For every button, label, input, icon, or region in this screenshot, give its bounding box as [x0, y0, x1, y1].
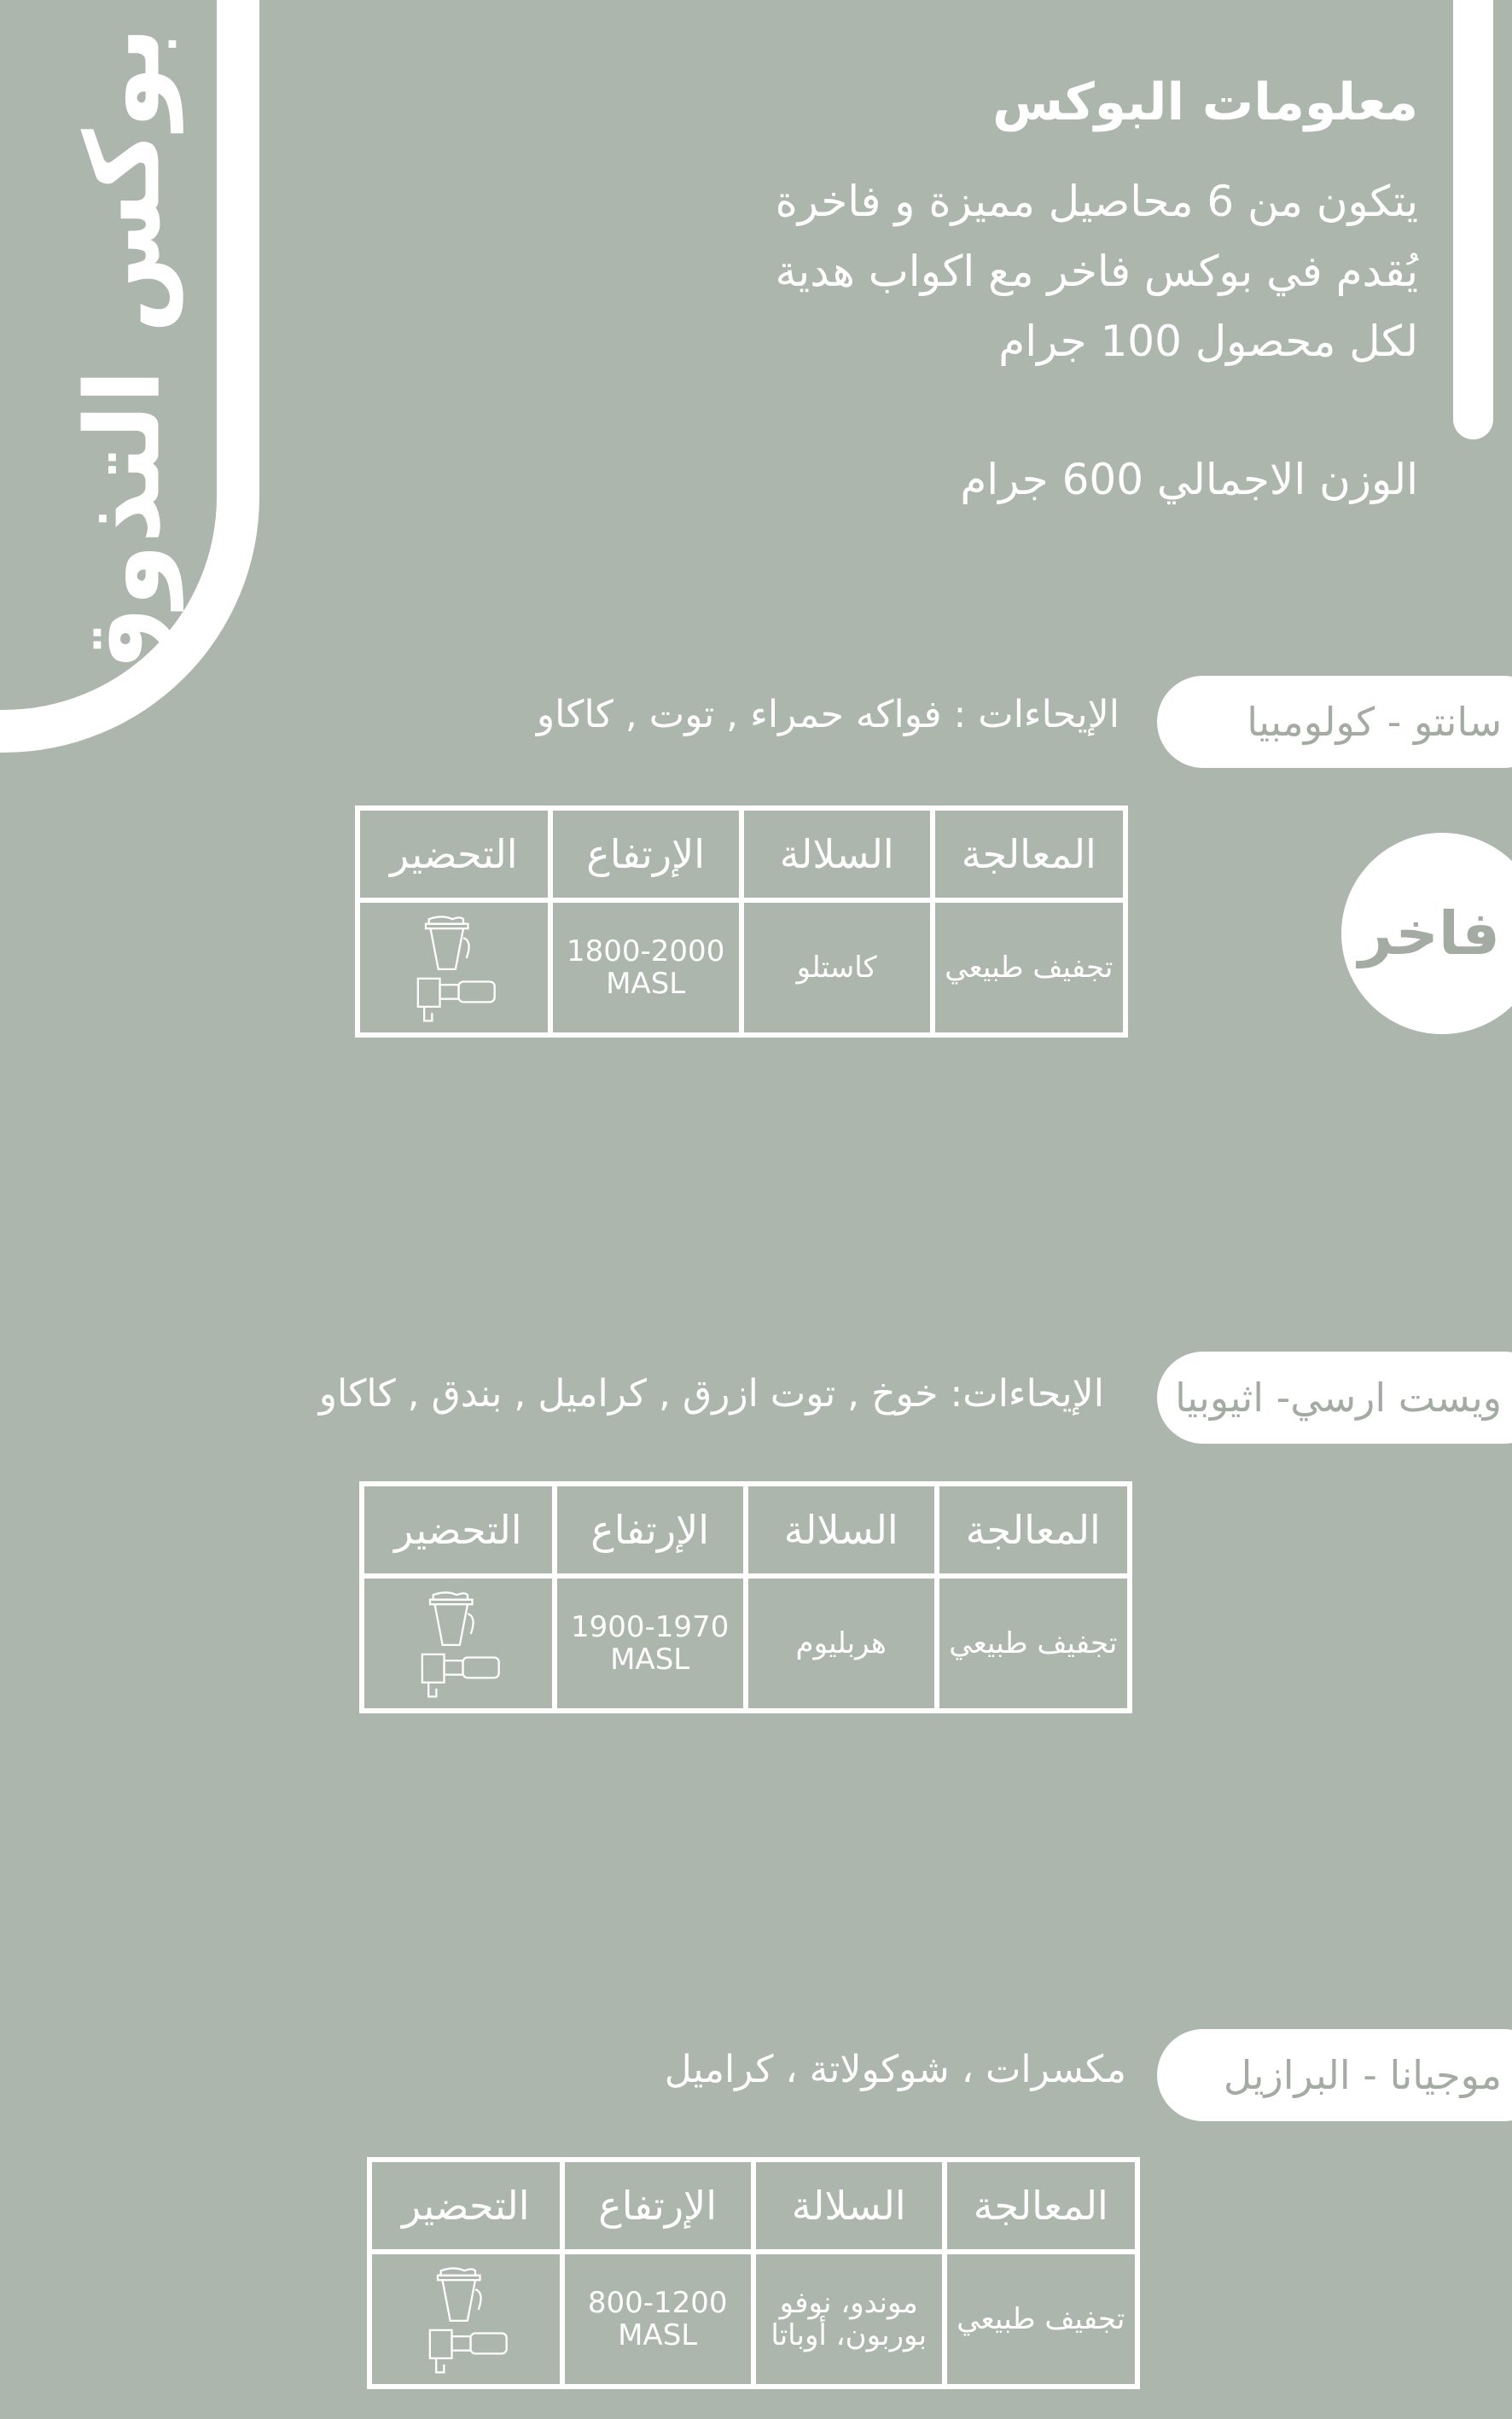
- variety-cell: كاستلو: [738, 898, 935, 1038]
- tasting-notes: الإيحاءات : فواكه حمراء , توت , كاكاو: [536, 693, 1119, 736]
- variety-cell: موندو، نوفو بوربون، أوباتا: [750, 2249, 947, 2389]
- altitude-value: 1900-1970: [571, 1610, 730, 1644]
- box-info: معلومات البوكس يتكون من 6 محاصيل مميزة و…: [776, 73, 1419, 515]
- process-cell: تجفيف طبيعي: [941, 2249, 1141, 2389]
- dripper-portafilter-icon: [419, 2264, 513, 2375]
- altitude-value: 800-1200: [587, 2286, 728, 2320]
- prep-cell: [367, 2249, 565, 2389]
- altitude-unit: MASL: [606, 967, 686, 1001]
- altitude-unit: MASL: [618, 2318, 698, 2352]
- altitude-cell: 1800-2000 MASL: [547, 898, 744, 1038]
- header-altitude: الإرتفاع: [551, 1481, 748, 1579]
- spec-table: المعالجة السلالة الإرتفاع التحضير تجفيف …: [355, 805, 1129, 1038]
- header-process: المعالجة: [941, 2157, 1141, 2254]
- header-variety: السلالة: [750, 2157, 947, 2254]
- header-altitude: الإرتفاع: [559, 2157, 756, 2254]
- header-process: المعالجة: [933, 1481, 1133, 1579]
- box-info-title: معلومات البوكس: [992, 73, 1418, 132]
- tasting-notes: الإيحاءات: خوخ , توت ازرق , كراميل , بند…: [318, 1372, 1104, 1416]
- prep-cell: [355, 898, 553, 1038]
- altitude-value: 1800-2000: [567, 934, 725, 968]
- info-line: لكل محصول 100 جرام: [998, 317, 1418, 366]
- header-variety: السلالة: [742, 1481, 939, 1579]
- premium-badge: فاخر: [1341, 833, 1512, 1034]
- dripper-portafilter-icon: [407, 912, 501, 1023]
- process-cell: تجفيف طبيعي: [933, 1573, 1133, 1713]
- origin-pill: ويست ارسي- اثيوبيا: [1157, 1352, 1512, 1444]
- header-altitude: الإرتفاع: [547, 805, 744, 903]
- total-weight: الوزن الاجمالي 600 جرام: [960, 455, 1418, 504]
- header-prep: التحضير: [355, 805, 553, 903]
- spec-table: المعالجة السلالة الإرتفاع التحضير تجفيف …: [359, 1481, 1133, 1713]
- altitude-unit: MASL: [610, 1643, 690, 1677]
- info-line: يُقدم في بوكس فاخر مع اكواب هدية: [775, 247, 1419, 296]
- origin-pill: سانتو - كولومبيا: [1157, 676, 1512, 768]
- decorative-bar: [1453, 0, 1493, 439]
- dripper-portafilter-icon: [411, 1588, 505, 1699]
- header-variety: السلالة: [738, 805, 935, 903]
- spec-table: المعالجة السلالة الإرتفاع التحضير تجفيف …: [367, 2157, 1141, 2389]
- header-process: المعالجة: [929, 805, 1129, 903]
- info-line: يتكون من 6 محاصيل مميزة و فاخرة: [775, 177, 1418, 226]
- prep-cell: [359, 1573, 557, 1713]
- origin-pill: موجيانا - البرازيل: [1157, 2029, 1512, 2121]
- altitude-cell: 800-1200 MASL: [559, 2249, 756, 2389]
- header-prep: التحضير: [367, 2157, 565, 2254]
- altitude-cell: 1900-1970 MASL: [551, 1573, 748, 1713]
- process-cell: تجفيف طبيعي: [929, 898, 1129, 1038]
- header-prep: التحضير: [359, 1481, 557, 1579]
- tasting-notes: مكسرات ، شوكولاتة ، كراميل: [664, 2048, 1126, 2091]
- variety-cell: هربليوم: [742, 1573, 939, 1713]
- side-title: بوكس التذوق: [64, 26, 183, 699]
